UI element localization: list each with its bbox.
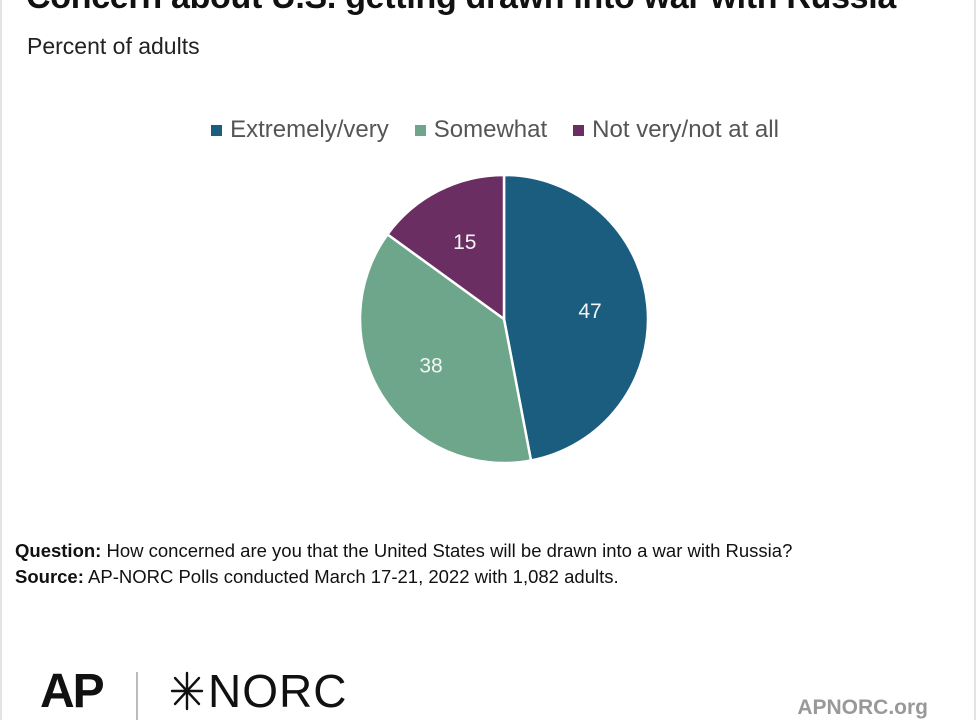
ap-logo: AP (40, 665, 105, 718)
slice-extremely-very (502, 173, 650, 462)
chart-notes: Question: How concerned are you that the… (15, 538, 792, 590)
source-text: AP-NORC Polls conducted March 17-21, 202… (83, 566, 619, 587)
slice-not-very (386, 173, 506, 321)
slice-label-extremely-very: 47 (578, 300, 601, 323)
legend-swatch-somewhat (414, 124, 426, 136)
legend-label: Extremely/very (230, 116, 389, 143)
legend-item-extremely-very: Extremely/very (211, 116, 389, 144)
norc-star-icon (170, 671, 204, 711)
source-note: Source: AP-NORC Polls conducted March 17… (15, 564, 792, 590)
site-url: APNORC.org (797, 696, 928, 719)
logo-divider (136, 672, 138, 720)
norc-logo-text: NORC (208, 665, 348, 717)
legend-item-somewhat: Somewhat (414, 116, 548, 144)
legend: Extremely/very Somewhat Not very/not at … (0, 116, 980, 144)
legend-swatch-not-very (573, 124, 585, 136)
question-note: Question: How concerned are you that the… (15, 538, 792, 564)
chart-title: Concern about U.S. getting drawn into wa… (26, 0, 896, 17)
legend-item-not-very: Not very/not at all (573, 116, 779, 144)
question-text: How concerned are you that the United St… (101, 540, 793, 561)
slice-label-somewhat: 38 (419, 354, 442, 377)
slice-label-not-very: 15 (453, 231, 476, 254)
slice-somewhat (358, 233, 533, 465)
norc-logo: NORC (168, 664, 347, 718)
source-label: Source: (15, 566, 84, 587)
question-label: Question: (15, 540, 102, 561)
chart-subtitle: Percent of adults (27, 33, 200, 59)
legend-label: Somewhat (433, 116, 548, 143)
legend-label: Not very/not at all (592, 116, 779, 143)
legend-swatch-extremely-very (211, 124, 223, 136)
